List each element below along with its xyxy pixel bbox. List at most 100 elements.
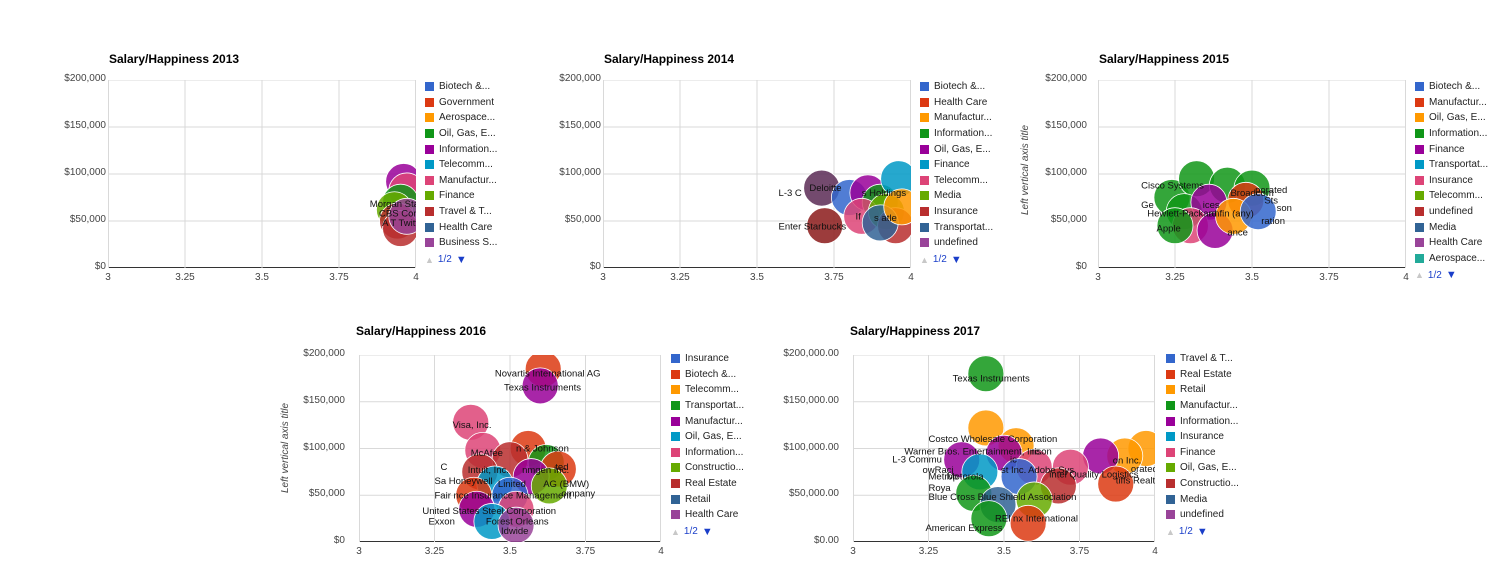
pager-next-icon[interactable]: ▼ (701, 525, 713, 538)
legend-item[interactable]: Media (1166, 491, 1239, 507)
legend-item[interactable]: Oil, Gas, E... (425, 126, 497, 142)
y-tick-label: $50,000 (564, 214, 601, 225)
x-tick-label: 4 (658, 546, 664, 557)
legend-item[interactable]: undefined (1415, 204, 1488, 220)
legend-item[interactable]: Transportat... (1415, 157, 1488, 173)
legend-swatch (1415, 222, 1424, 232)
legend-item[interactable]: Insurance (671, 351, 744, 367)
bubble-label: ted (555, 462, 568, 473)
chart-legend: Biotech &... Health Care Manufactur... Info… (920, 79, 993, 266)
legend-item[interactable]: Insurance (1166, 429, 1239, 445)
data-bubble[interactable] (521, 367, 559, 405)
legend-item[interactable]: Aerospace... (1415, 251, 1488, 267)
legend-item[interactable]: Information... (425, 141, 497, 157)
legend-item[interactable]: Biotech &... (920, 79, 993, 95)
legend-item[interactable]: Finance (920, 157, 993, 173)
pager-page-number: 1/2 (932, 254, 947, 266)
legend-item[interactable]: Finance (425, 188, 497, 204)
legend-item[interactable]: Information... (1166, 413, 1239, 429)
pager-next-icon[interactable]: ▼ (455, 253, 467, 266)
legend-item[interactable]: Information... (1415, 126, 1488, 142)
data-bubble[interactable] (530, 467, 568, 505)
legend-item[interactable]: Real Estate (1166, 367, 1239, 383)
bubble-label: intel Quality Logistics (1049, 470, 1138, 481)
legend-item[interactable]: Manufactur... (425, 173, 497, 189)
data-bubble[interactable] (388, 197, 416, 235)
data-bubble[interactable] (1239, 193, 1277, 231)
legend-swatch (920, 191, 929, 201)
legend-item[interactable]: Health Care (1415, 235, 1488, 251)
y-tick-label: $0 (1075, 261, 1087, 272)
legend-item[interactable]: Manufactur... (1415, 95, 1488, 111)
legend-item[interactable]: Constructio... (1166, 476, 1239, 492)
legend-item[interactable]: Biotech &... (425, 79, 497, 95)
y-tick-label: $100,000.00 (783, 441, 839, 453)
data-bubble[interactable] (1156, 207, 1194, 245)
data-bubble[interactable] (883, 188, 911, 226)
legend-item[interactable]: Telecomm... (671, 382, 744, 398)
legend-item[interactable]: Insurance (1415, 173, 1488, 189)
legend-item[interactable]: Business S... (425, 235, 497, 251)
legend-swatch (671, 494, 680, 504)
legend-item[interactable]: Health Care (920, 95, 993, 111)
legend-item[interactable]: Biotech &... (671, 367, 744, 383)
legend-item[interactable]: Oil, Gas, E... (1166, 460, 1239, 476)
legend-item[interactable]: Aerospace... (425, 110, 497, 126)
legend-item[interactable]: Finance (1415, 141, 1488, 157)
pager-next-icon[interactable]: ▼ (1196, 525, 1208, 538)
legend-item[interactable]: Health Care (671, 507, 744, 523)
legend-item[interactable]: Oil, Gas, E... (920, 141, 993, 157)
legend-item[interactable]: Constructio... (671, 460, 744, 476)
x-tick-label: 3.75 (1069, 546, 1090, 557)
chart-legend: Biotech &... Manufactur... Oil, Gas, E... I… (1415, 79, 1488, 281)
legend-item[interactable]: undefined (1166, 507, 1239, 523)
pager-next-icon[interactable]: ▼ (1445, 269, 1457, 282)
legend-item[interactable]: Manufactur... (671, 413, 744, 429)
legend-item[interactable]: Transportat... (920, 219, 993, 235)
legend-item[interactable]: Travel & T... (425, 204, 497, 220)
legend-item[interactable]: Travel & T... (1166, 351, 1239, 367)
legend-item[interactable]: Oil, Gas, E... (1415, 110, 1488, 126)
legend-item[interactable]: Retail (1166, 382, 1239, 398)
legend-item[interactable]: Biotech &... (1415, 79, 1488, 95)
legend-item[interactable]: Manufactur... (920, 110, 993, 126)
data-bubble[interactable] (497, 506, 535, 542)
legend-swatch (1166, 432, 1175, 442)
legend-item[interactable]: Insurance (920, 204, 993, 220)
legend-item[interactable]: Manufactur... (1166, 398, 1239, 414)
data-bubble[interactable] (1097, 465, 1135, 503)
data-bubble[interactable] (967, 409, 1005, 447)
legend-item[interactable]: Information... (920, 126, 993, 142)
legend-item[interactable]: Oil, Gas, E... (671, 429, 744, 445)
legend-item[interactable]: Health Care (425, 219, 497, 235)
pager-next-icon[interactable]: ▼ (950, 253, 962, 266)
legend-item[interactable]: undefined (920, 235, 993, 251)
legend-label: Information... (439, 143, 498, 155)
legend-item[interactable]: Real Estate (671, 476, 744, 492)
data-bubble[interactable] (1009, 504, 1047, 542)
data-bubble[interactable] (967, 355, 1005, 393)
bubble-label: Fair nce Insurance Management (435, 490, 572, 501)
data-bubble[interactable] (806, 207, 844, 245)
data-bubble[interactable] (970, 500, 1008, 538)
legend-item[interactable]: Transportat... (671, 398, 744, 414)
legend-item[interactable]: Telecomm... (1415, 188, 1488, 204)
legend-item[interactable]: Information... (671, 445, 744, 461)
legend-item[interactable]: Media (1415, 219, 1488, 235)
legend-item[interactable]: Government (425, 95, 497, 111)
x-tick-label: 3 (1095, 272, 1101, 283)
legend-swatch (920, 113, 929, 123)
y-axis-title: Left vertical axis title (280, 402, 291, 493)
legend-item[interactable]: Telecomm... (920, 173, 993, 189)
legend-item[interactable]: Media (920, 188, 993, 204)
x-tick-label: 3.25 (1165, 272, 1185, 283)
legend-swatch (425, 160, 434, 170)
bubble-label: Blue Cross Blue Shield Association (929, 492, 1077, 503)
legend-item[interactable]: Telecomm... (425, 157, 497, 173)
legend-label: Health Care (1429, 237, 1483, 249)
legend-item[interactable]: Retail (671, 491, 744, 507)
chart-title: Salary/Happiness 2014 (604, 52, 735, 66)
legend-item[interactable]: Finance (1166, 445, 1239, 461)
bubble-label: Sa Honeywell (435, 476, 493, 487)
legend-label: Biotech &... (685, 368, 737, 380)
